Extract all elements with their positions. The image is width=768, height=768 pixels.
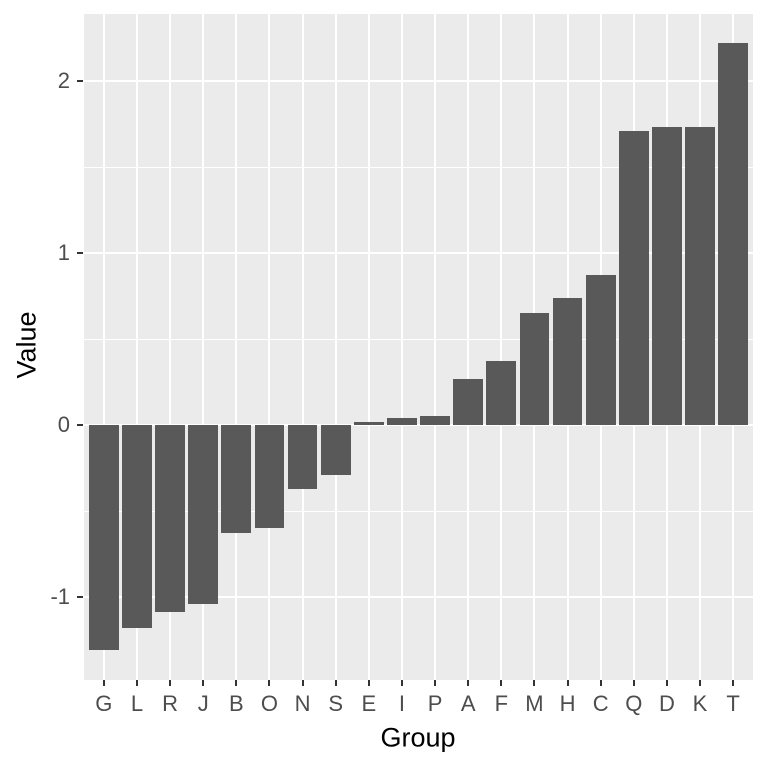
x-tick-mark xyxy=(169,680,172,686)
bar-K xyxy=(685,127,715,425)
bar-N xyxy=(287,425,318,489)
x-tick-mark xyxy=(102,680,105,686)
bar-A xyxy=(453,378,484,425)
bar-L xyxy=(122,425,152,628)
bar-S xyxy=(320,425,351,475)
x-tick-mark xyxy=(334,680,337,686)
x-tick-mark xyxy=(699,680,701,686)
x-tick-label: K xyxy=(692,691,708,716)
x-tick-mark xyxy=(367,680,370,686)
bar-M xyxy=(519,313,550,425)
bar-C xyxy=(585,275,616,425)
bar-G xyxy=(88,425,119,651)
x-tick-label: C xyxy=(592,691,609,716)
x-tick-mark xyxy=(665,680,668,686)
x-tick-label: E xyxy=(361,691,377,716)
gridline-minor xyxy=(84,166,753,168)
x-tick-mark xyxy=(434,680,437,686)
x-tick-label: A xyxy=(460,691,476,716)
x-tick-label: R xyxy=(162,691,179,716)
x-tick-mark xyxy=(732,680,735,686)
x-tick-label: S xyxy=(328,691,344,716)
bar-I xyxy=(387,418,417,425)
x-tick-label: H xyxy=(559,691,576,716)
x-axis-title: Group xyxy=(380,722,456,753)
gridline-vertical xyxy=(400,14,403,680)
x-tick-label: F xyxy=(494,691,509,716)
bar-R xyxy=(155,425,185,613)
x-tick-label: N xyxy=(294,691,311,716)
x-tick-label: J xyxy=(197,691,209,716)
y-tick-mark xyxy=(77,424,83,426)
plot-panel xyxy=(84,14,753,680)
bar-D xyxy=(651,127,682,425)
y-tick-mark xyxy=(77,252,83,254)
bar-E xyxy=(353,421,384,425)
y-tick-mark xyxy=(77,80,83,82)
y-tick-label: 0 xyxy=(57,412,70,437)
y-tick-label: 2 xyxy=(57,68,70,93)
gridline-vertical xyxy=(202,14,205,680)
bar-F xyxy=(486,361,517,425)
gridline-major xyxy=(84,596,753,598)
gridline-vertical xyxy=(268,14,271,680)
y-tick-label: -1 xyxy=(50,584,70,609)
x-tick-mark xyxy=(135,680,138,686)
x-tick-mark xyxy=(301,680,304,686)
bar-T xyxy=(718,43,749,425)
x-tick-mark xyxy=(400,680,403,686)
x-tick-mark xyxy=(533,680,536,686)
x-tick-label: Q xyxy=(625,691,643,716)
x-tick-label: P xyxy=(427,691,443,716)
x-tick-label: T xyxy=(726,691,740,716)
bar-B xyxy=(221,425,252,534)
gridline-vertical xyxy=(301,14,304,680)
x-tick-label: M xyxy=(525,691,544,716)
bar-Q xyxy=(618,130,649,425)
gridline-vertical xyxy=(434,14,437,680)
gridline-minor xyxy=(84,338,753,340)
x-tick-label: L xyxy=(130,691,144,716)
gridline-vertical xyxy=(235,14,238,680)
x-tick-mark xyxy=(500,680,503,686)
gridline-vertical xyxy=(135,14,138,680)
x-tick-mark xyxy=(268,680,271,686)
bar-J xyxy=(188,425,219,604)
bar-O xyxy=(254,425,285,529)
x-tick-label: O xyxy=(260,691,279,716)
y-tick-mark xyxy=(77,596,83,598)
gridline-major xyxy=(84,252,753,254)
x-tick-mark xyxy=(599,680,602,686)
gridline-major xyxy=(84,424,753,426)
y-axis-title: Value xyxy=(11,311,42,379)
gridline-vertical xyxy=(467,14,470,680)
gridline-vertical xyxy=(102,14,105,680)
gridline-vertical xyxy=(500,14,503,680)
x-tick-mark xyxy=(566,680,569,686)
bar-H xyxy=(552,297,583,425)
x-tick-mark xyxy=(235,680,238,686)
x-tick-mark xyxy=(632,680,635,686)
gridline-minor xyxy=(84,510,753,512)
gridline-vertical xyxy=(334,14,337,680)
x-tick-label: B xyxy=(229,691,244,716)
x-tick-label: D xyxy=(658,691,675,716)
bar-P xyxy=(420,416,450,425)
x-tick-mark xyxy=(467,680,470,686)
x-tick-mark xyxy=(202,680,205,686)
y-tick-label: 1 xyxy=(57,240,70,265)
x-tick-label: G xyxy=(95,691,113,716)
gridline-vertical xyxy=(169,14,172,680)
x-tick-label: I xyxy=(398,691,405,716)
gridline-major xyxy=(84,80,753,82)
gridline-vertical xyxy=(367,14,370,680)
